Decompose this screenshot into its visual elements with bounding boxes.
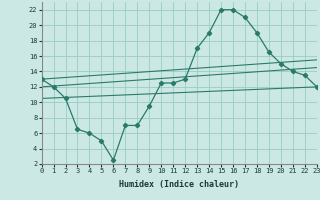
X-axis label: Humidex (Indice chaleur): Humidex (Indice chaleur)	[119, 180, 239, 189]
